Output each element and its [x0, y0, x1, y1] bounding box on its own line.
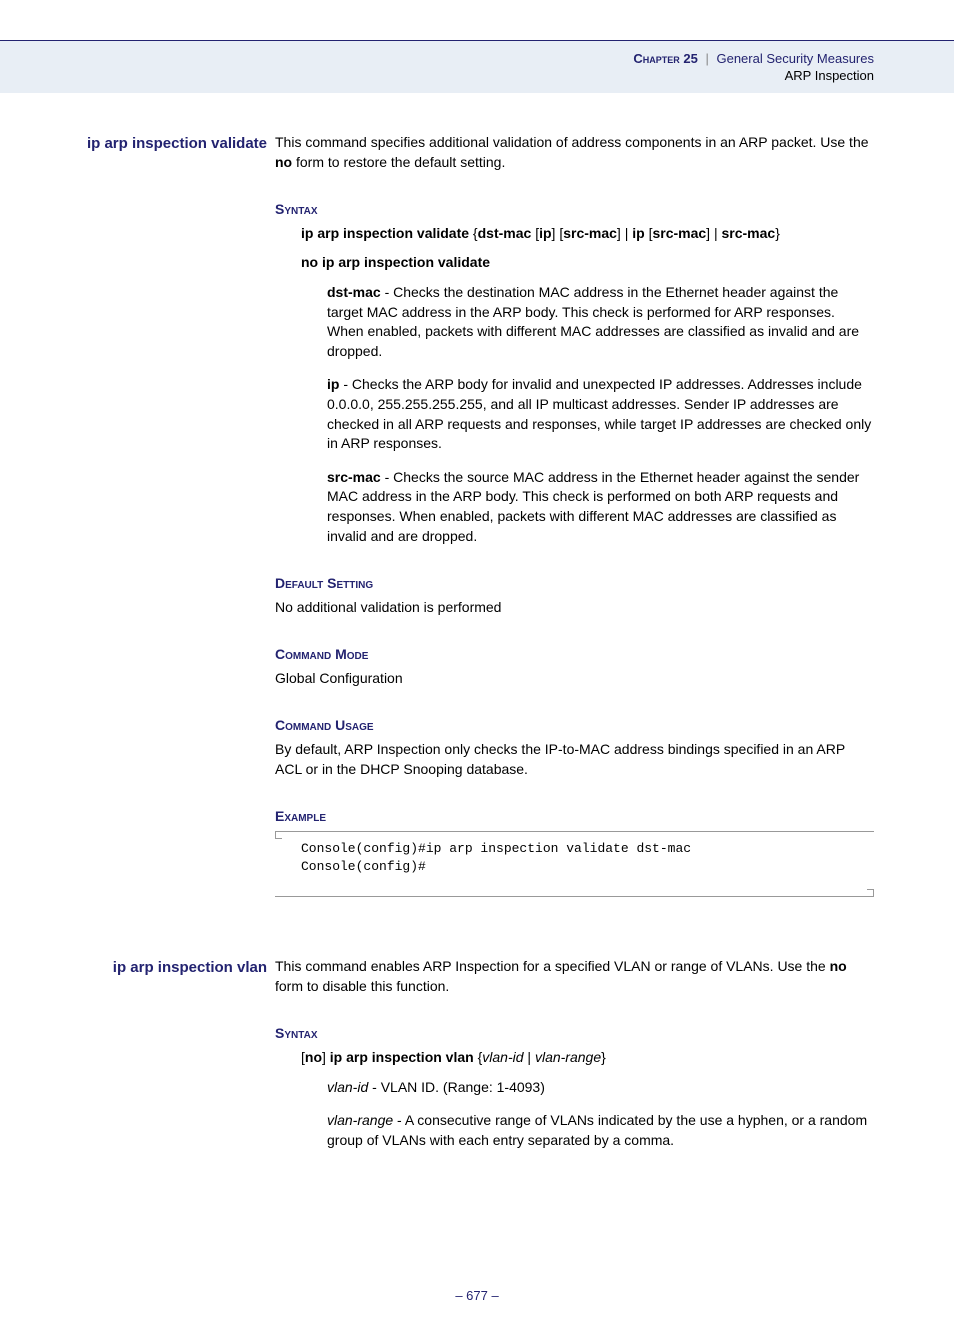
command-section: ip arp inspection validate This command … [0, 133, 874, 907]
example-code: Console(config)#ip arp inspection valida… [275, 831, 874, 897]
chapter-title: General Security Measures [716, 51, 874, 66]
example-heading: Example [275, 807, 874, 827]
param-description: vlan-range - A consecutive range of VLAN… [275, 1111, 874, 1150]
command-name: ip arp inspection validate [0, 133, 267, 154]
param-description: vlan-id - VLAN ID. (Range: 1-4093) [275, 1078, 874, 1098]
param-description: dst-mac - Checks the destination MAC add… [275, 283, 874, 361]
mode-text: Global Configuration [275, 669, 874, 689]
command-body-column: This command enables ARP Inspection for … [275, 957, 874, 1178]
command-body-column: This command specifies additional valida… [275, 133, 874, 907]
syntax-line: [no] ip arp inspection vlan {vlan-id | v… [275, 1048, 874, 1068]
param-description: src-mac - Checks the source MAC address … [275, 468, 874, 546]
syntax-heading: Syntax [275, 1024, 874, 1044]
syntax-line: ip arp inspection validate {dst-mac [ip]… [275, 224, 874, 244]
command-section: ip arp inspection vlan This command enab… [0, 957, 874, 1178]
command-description: This command specifies additional valida… [275, 133, 874, 172]
chapter-line: Chapter 25 | General Security Measures [20, 51, 874, 66]
chapter-subtitle: ARP Inspection [20, 68, 874, 83]
usage-text: By default, ARP Inspection only checks t… [275, 740, 874, 779]
chapter-separator: | [701, 51, 712, 66]
page-content: ip arp inspection validate This command … [0, 93, 954, 1268]
default-text: No additional validation is performed [275, 598, 874, 618]
default-heading: Default Setting [275, 574, 874, 594]
command-name: ip arp inspection vlan [0, 957, 267, 978]
page-number: – 677 – [0, 1268, 954, 1323]
command-name-column: ip arp inspection validate [0, 133, 275, 907]
command-name-column: ip arp inspection vlan [0, 957, 275, 1178]
command-description: This command enables ARP Inspection for … [275, 957, 874, 996]
page-header: Chapter 25 | General Security Measures A… [0, 40, 954, 93]
usage-heading: Command Usage [275, 716, 874, 736]
param-description: ip - Checks the ARP body for invalid and… [275, 375, 874, 453]
mode-heading: Command Mode [275, 645, 874, 665]
syntax-heading: Syntax [275, 200, 874, 220]
syntax-line: no ip arp inspection validate [275, 253, 874, 273]
chapter-label: Chapter 25 [633, 51, 697, 66]
